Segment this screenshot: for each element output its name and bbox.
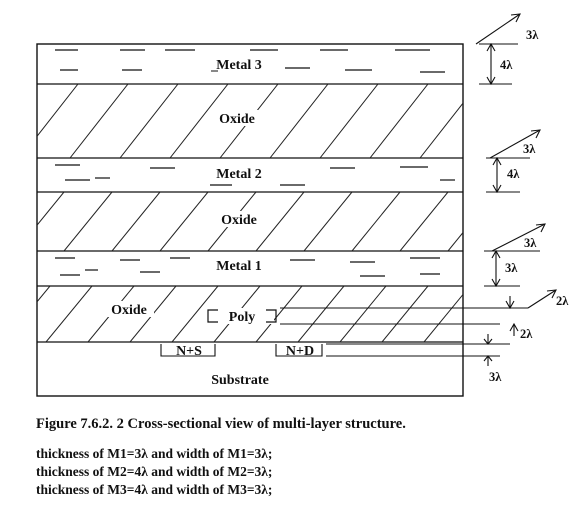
poly-dimensions: [505, 289, 557, 336]
hatch-line: [351, 192, 401, 251]
oxide-2-label-bg: [214, 211, 264, 227]
layer-boundaries: [37, 83, 463, 343]
note-m1: thickness of M1=3λ and width of M1=3λ;: [36, 446, 272, 461]
hatch-line: [37, 84, 79, 138]
hatch-line: [303, 192, 353, 251]
poly-label: Poly: [229, 310, 255, 325]
hatch-line: [419, 102, 463, 158]
m1-thickness-label: 3λ: [505, 261, 518, 275]
hatch-line: [319, 84, 379, 158]
hatch-line: [496, 192, 544, 251]
metal-dash-marks: [55, 49, 455, 277]
diffusion-depth-label: 3λ: [489, 370, 502, 384]
m3-thickness-label: 4λ: [500, 58, 513, 72]
hatch-line: [37, 192, 65, 226]
metal-1-dimensions: [484, 223, 546, 288]
diffusion-dimensions: [483, 334, 493, 366]
poly-thickness-label: 2λ: [520, 327, 533, 341]
hatch-line: [369, 84, 429, 158]
structure-outline: [36, 43, 464, 397]
m3-width-label: 3λ: [526, 28, 539, 42]
oxide-2-hatching: [0, 192, 581, 251]
metal-3-label-bg: [198, 56, 272, 72]
oxide-3-label-bg: [212, 110, 262, 126]
hatch-line: [69, 84, 129, 158]
poly-extension-lines: [280, 307, 528, 357]
oxide-3-hatching: [0, 84, 528, 158]
hatch-line: [381, 286, 429, 342]
hatch-line: [0, 84, 28, 158]
drain-region-outline: [275, 344, 323, 357]
source-region-outline: [160, 344, 216, 357]
oxide-1-hatching: [0, 286, 512, 342]
metal-2-dimensions: [486, 129, 541, 194]
hatch-line: [339, 286, 387, 342]
figure-caption: Figure 7.6.2. 2 Cross-sectional view of …: [36, 416, 406, 432]
poly-width-label: 2λ: [556, 294, 569, 308]
metal-1-label: Metal 1: [216, 259, 261, 274]
poly-right-bracket: [266, 309, 277, 323]
hatch-line: [63, 192, 113, 251]
source-label: N+S: [176, 344, 202, 359]
metal-2-label: Metal 2: [216, 167, 261, 182]
oxide-1-label-bg: [104, 301, 154, 317]
poly-gate-bg: [210, 308, 274, 324]
hatch-line: [37, 286, 51, 303]
hatch-line: [169, 84, 229, 158]
hatch-line: [447, 231, 463, 251]
oxide-1-label: Oxide: [111, 303, 147, 318]
hatch-line: [0, 286, 8, 342]
hatch-line: [171, 286, 219, 342]
metal-2-label-bg: [200, 165, 274, 181]
hatch-line: [399, 192, 449, 251]
hatch-line: [544, 192, 581, 251]
hatch-line: [159, 192, 209, 251]
hatch-line: [423, 293, 463, 342]
note-m3: thickness of M3=4λ and width of M3=3λ;: [36, 482, 272, 497]
m1-width-label: 3λ: [524, 236, 537, 250]
m2-thickness-label: 4λ: [507, 167, 520, 181]
hatch-line: [466, 286, 512, 342]
hatch-line: [269, 84, 329, 158]
substrate-label: Substrate: [211, 373, 269, 388]
metal-3-dimensions: [475, 13, 521, 86]
hatch-line: [470, 84, 528, 158]
hatch-line: [0, 192, 16, 251]
hatch-line: [45, 286, 93, 342]
poly-left-bracket: [207, 309, 218, 323]
metal-3-label: Metal 3: [216, 58, 261, 73]
hatch-line: [119, 84, 179, 158]
hatch-line: [255, 286, 303, 342]
metal-1-label-bg: [204, 257, 276, 273]
oxide-2-label: Oxide: [221, 213, 257, 228]
oxide-3-label: Oxide: [219, 112, 255, 127]
drain-label: N+D: [286, 344, 314, 359]
hatch-line: [255, 192, 305, 251]
hatch-line: [297, 286, 345, 342]
note-m2: thickness of M2=4λ and width of M2=3λ;: [36, 464, 272, 479]
m2-width-label: 3λ: [523, 142, 536, 156]
hatch-line: [111, 192, 161, 251]
